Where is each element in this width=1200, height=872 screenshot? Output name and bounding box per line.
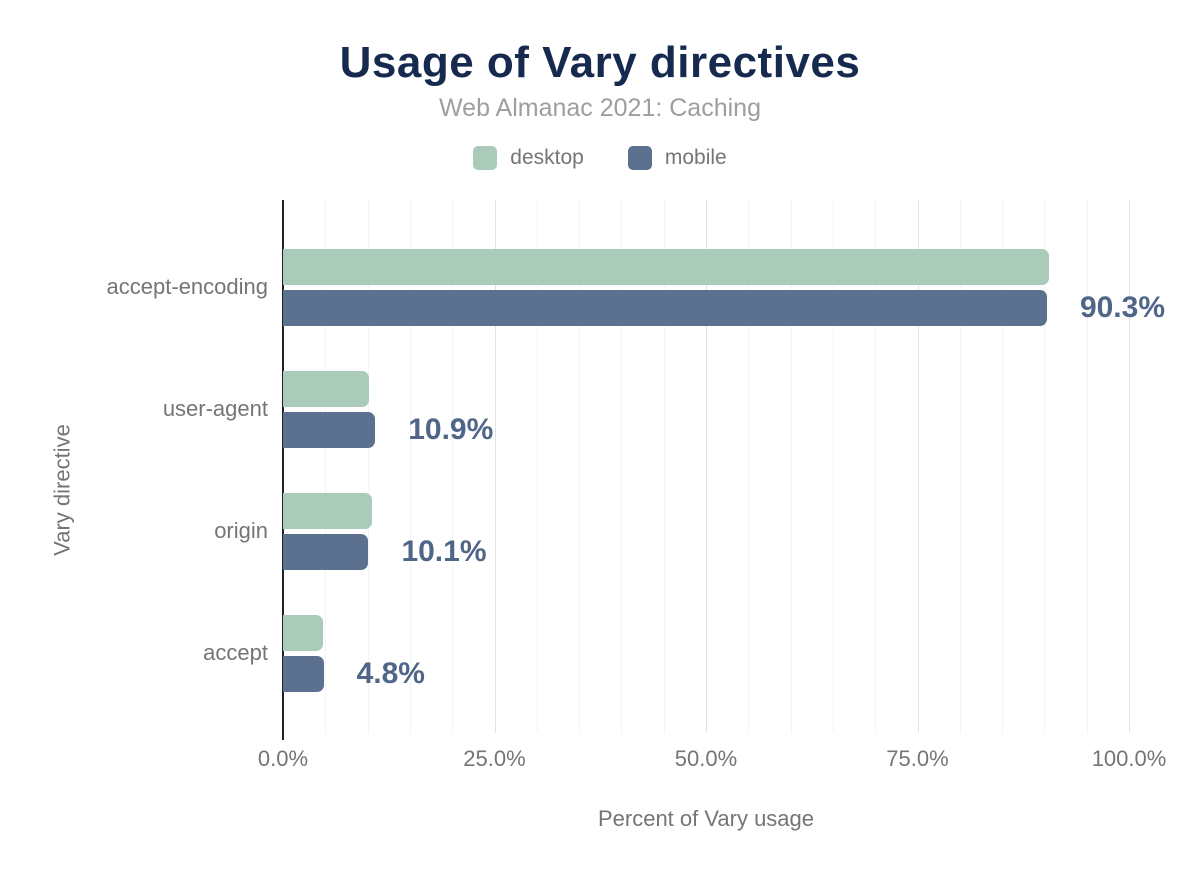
minor-gridline (409, 200, 411, 733)
minor-gridline (875, 200, 877, 733)
minor-gridline (536, 200, 538, 733)
minor-gridline (1086, 200, 1088, 733)
desktop-swatch-icon (473, 146, 498, 170)
minor-gridline (663, 200, 665, 733)
minor-gridline (748, 200, 750, 733)
chart-title: Usage of Vary directives (339, 38, 861, 87)
x-tick-label: 50.0% (674, 746, 738, 771)
x-tick-label: 25.0% (463, 746, 526, 771)
x-tick-label: 75.0% (886, 746, 949, 771)
bar-mobile-accept (283, 655, 324, 692)
category-label: origin (214, 518, 268, 543)
bar-desktop-user-agent (283, 370, 370, 407)
bar-desktop-accept (283, 614, 323, 651)
bar-mobile-accept-encoding (283, 289, 1047, 326)
major-gridline (494, 200, 496, 733)
bar-desktop-accept-encoding (283, 248, 1050, 285)
major-gridline (706, 200, 707, 733)
minor-gridline (832, 200, 834, 733)
value-label: 10.9% (408, 412, 494, 446)
value-label: 4.8% (356, 656, 425, 690)
x-axis-title: Percent of Vary usage (597, 806, 815, 831)
major-gridline (1129, 200, 1130, 733)
minor-gridline (621, 200, 623, 733)
value-label: 10.1% (401, 534, 487, 568)
x-tick-label: 100.0% (1091, 746, 1167, 771)
category-label: accept-encoding (106, 274, 268, 299)
minor-gridline (1002, 200, 1004, 733)
minor-gridline (325, 200, 327, 733)
legend-item-desktop: desktop (473, 146, 584, 170)
value-label: 90.3% (1079, 290, 1166, 324)
minor-gridline (579, 200, 581, 733)
major-gridline (917, 200, 919, 733)
x-tick-label: 0.0% (257, 746, 309, 771)
legend-item-mobile: mobile (627, 146, 727, 170)
chart-legend: desktop mobile (0, 146, 1200, 170)
bar-desktop-origin (283, 492, 372, 529)
category-label: user-agent (162, 396, 268, 421)
minor-gridline (959, 200, 961, 733)
chart-subtitle: Web Almanac 2021: Caching (439, 94, 761, 122)
minor-gridline (452, 200, 454, 733)
bar-mobile-origin (283, 533, 369, 570)
minor-gridline (1044, 200, 1046, 733)
bar-mobile-user-agent (283, 411, 376, 448)
legend-label-desktop: desktop (510, 146, 584, 169)
mobile-swatch-icon (627, 146, 652, 170)
minor-gridline (790, 200, 792, 733)
legend-label-mobile: mobile (664, 146, 727, 169)
y-axis-line (282, 200, 284, 740)
minor-gridline (367, 200, 369, 733)
category-label: accept (203, 640, 268, 665)
